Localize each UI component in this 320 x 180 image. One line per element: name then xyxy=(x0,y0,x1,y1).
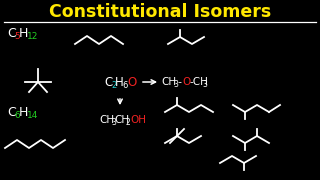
Text: C: C xyxy=(7,26,16,39)
Text: 3: 3 xyxy=(173,80,178,89)
Text: 3: 3 xyxy=(111,118,116,127)
Text: 14: 14 xyxy=(27,111,38,120)
Text: -CH: -CH xyxy=(189,77,208,87)
Text: 6: 6 xyxy=(122,80,127,89)
Text: CH: CH xyxy=(161,77,176,87)
Text: CH: CH xyxy=(114,115,129,125)
Text: 3: 3 xyxy=(202,80,207,89)
Text: 6: 6 xyxy=(14,111,20,120)
Text: H: H xyxy=(115,75,124,89)
Text: C: C xyxy=(7,105,16,118)
Text: Constitutional Isomers: Constitutional Isomers xyxy=(49,3,271,21)
Text: C: C xyxy=(104,75,112,89)
Text: 5: 5 xyxy=(14,31,20,40)
Text: 12: 12 xyxy=(27,31,38,40)
Text: H: H xyxy=(19,105,28,118)
Text: 2: 2 xyxy=(126,118,131,127)
Text: CH: CH xyxy=(99,115,114,125)
Text: H: H xyxy=(19,26,28,39)
Text: -: - xyxy=(177,77,181,87)
Text: OH: OH xyxy=(130,115,146,125)
Text: 2: 2 xyxy=(111,80,116,89)
Text: O: O xyxy=(182,77,190,87)
Text: O: O xyxy=(127,75,136,89)
